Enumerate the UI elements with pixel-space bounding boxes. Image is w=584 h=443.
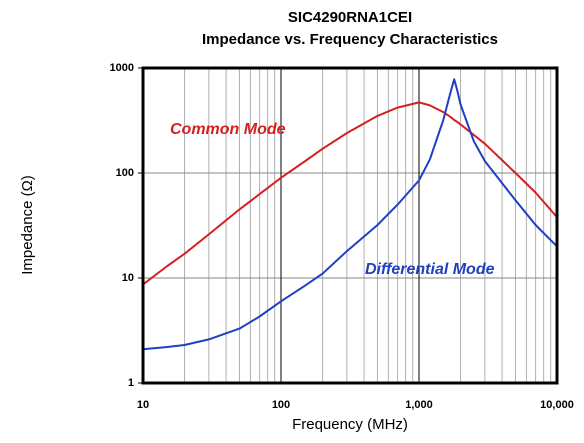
- series-line: [142, 78, 558, 351]
- y-tick-label: 10: [122, 272, 134, 284]
- chart-title: SIC4290RNA1CEI: [288, 9, 412, 26]
- series-line: [142, 101, 558, 286]
- legend-label: Common Mode: [170, 121, 286, 138]
- chart-subtitle: Impedance vs. Frequency Characteristics: [202, 31, 498, 48]
- plot-frame: [141, 66, 559, 385]
- y-tick-label: 1: [128, 377, 134, 389]
- y-tick-label: 100: [116, 167, 134, 179]
- x-tick-label: 10: [137, 399, 149, 411]
- x-tick-label: 1,000: [405, 399, 433, 411]
- y-axis-label: Impedance (Ω): [19, 175, 36, 275]
- legend-label: Differential Mode: [365, 261, 495, 278]
- x-tick-label: 10,000: [540, 399, 574, 411]
- y-tick-label: 1000: [110, 62, 134, 74]
- x-tick-label: 100: [272, 399, 290, 411]
- x-axis-label: Frequency (MHz): [292, 416, 408, 433]
